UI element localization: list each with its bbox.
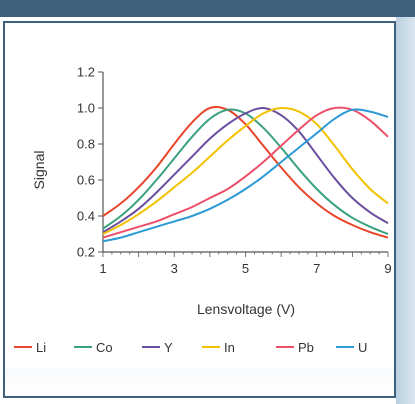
y-tick-label: 0.8 [77, 137, 95, 152]
x-axis-label: Lensvoltage (V) [197, 301, 295, 317]
x-tick-label: 5 [242, 261, 249, 276]
y-axis-label: Signal [31, 151, 47, 190]
series-lines [102, 105, 389, 243]
legend-label-co: Co [96, 340, 113, 355]
series-line-in [102, 106, 389, 235]
y-tick-label: 0.6 [77, 173, 95, 188]
legend-background [5, 368, 394, 396]
right-side-panel-edge [396, 17, 415, 404]
series-line-y [102, 106, 389, 234]
legend-label-y: Y [164, 340, 173, 355]
x-tick-label: 3 [171, 261, 178, 276]
legend-label-pb: Pb [298, 340, 314, 355]
chart-card [3, 21, 396, 398]
series-line-co [102, 108, 389, 235]
legend-label-li: Li [36, 340, 46, 355]
legend: Li Co Y In Pb U [14, 340, 367, 355]
series-line-li [102, 105, 389, 239]
y-tick-label: 0.4 [77, 209, 95, 224]
y-tick-label: 1.2 [77, 65, 95, 80]
y-tick-label: 0.2 [77, 245, 95, 260]
series-line-pb [102, 106, 389, 239]
x-tick-label: 1 [99, 261, 106, 276]
y-tick-label: 1.0 [77, 101, 95, 116]
legend-label-in: In [224, 340, 235, 355]
top-header-bar [0, 0, 415, 17]
x-tick-label: 9 [384, 261, 391, 276]
x-tick-label: 7 [313, 261, 320, 276]
axes: 0.2 0.4 0.6 0.8 1.0 1.2 1 3 5 7 9 [77, 65, 392, 277]
series-line-u [102, 108, 389, 243]
legend-label-u: U [358, 340, 367, 355]
